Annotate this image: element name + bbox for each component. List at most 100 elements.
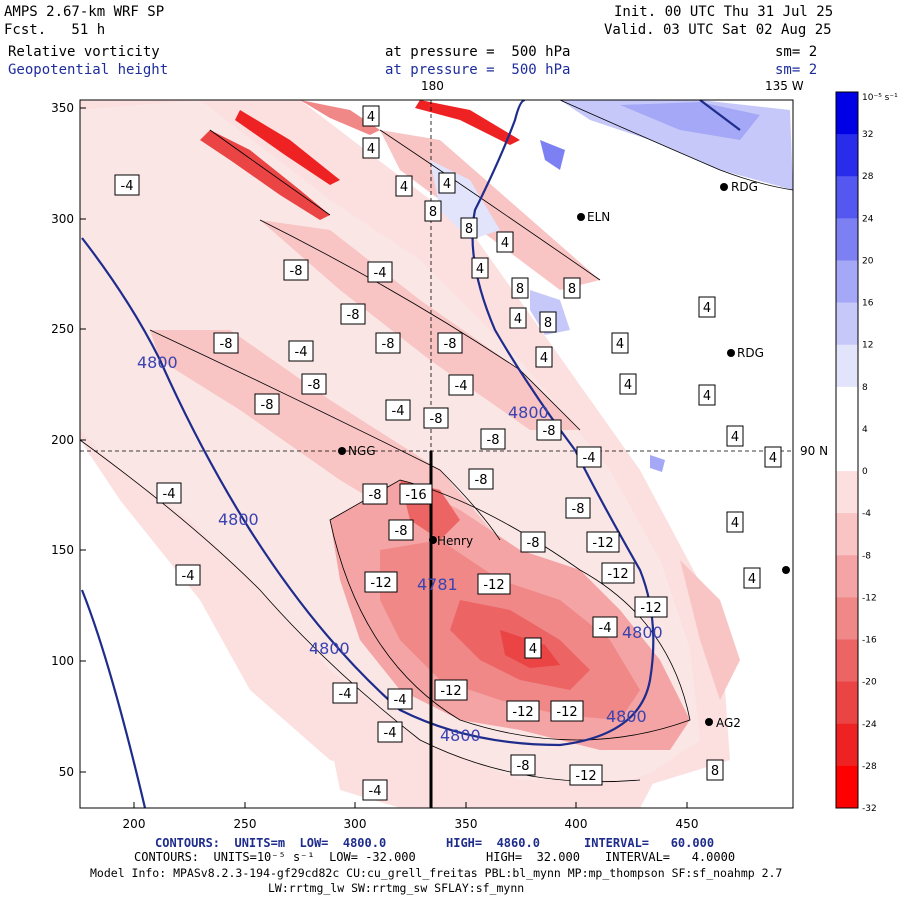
vorticity-contour-label: 4 bbox=[743, 567, 761, 589]
svg-text:4: 4 bbox=[731, 430, 739, 445]
vorticity-contour-label: -12 bbox=[586, 531, 620, 553]
model-info-2: LW:rrtmg_lw SW:rrtmg_sw SFLAY:sf_mynn bbox=[268, 881, 525, 895]
vorticity-contour-label: -4 bbox=[114, 174, 140, 196]
x-tick-marks bbox=[133, 802, 688, 808]
colorbar-swatch bbox=[836, 386, 858, 430]
svg-text:-12: -12 bbox=[556, 705, 577, 720]
colorbar-label: 0 bbox=[862, 467, 868, 477]
colorbar-label: 24 bbox=[862, 214, 874, 224]
colorbar-label: 4 bbox=[862, 425, 868, 435]
svg-text:-8: -8 bbox=[220, 337, 233, 352]
vorticity-contour-label: -12 bbox=[506, 700, 540, 722]
vorticity-contour-label: -8 bbox=[375, 332, 401, 354]
field2-name: Geopotential height bbox=[8, 62, 169, 78]
svg-text:-4: -4 bbox=[583, 451, 596, 466]
svg-text:-12: -12 bbox=[370, 576, 391, 591]
vorticity-contour-label: -8 bbox=[301, 373, 327, 395]
vorticity-contour-label: -12 bbox=[634, 596, 668, 618]
vorticity-labels: -4 -4 -4 -4 -4 -4 -4 -4 -4 -4 -4 -4 -4 -8 -8 -8 -8 -8 -8 -8… bbox=[114, 105, 782, 801]
y-tick-label: 250 bbox=[51, 322, 74, 336]
station-label: RDG bbox=[737, 346, 764, 360]
y-tick-label: 150 bbox=[51, 543, 74, 557]
forecast-hour: Fcst. 51 h bbox=[4, 22, 106, 38]
svg-text:-8: -8 bbox=[369, 488, 382, 503]
colorbar-swatch bbox=[836, 134, 858, 177]
svg-text:-8: -8 bbox=[572, 502, 585, 517]
station-label: NGG bbox=[348, 444, 376, 458]
svg-text:-4: -4 bbox=[374, 266, 387, 281]
colorbar-swatch bbox=[836, 176, 858, 219]
vorticity-contour-label: -8 bbox=[362, 483, 388, 505]
y-tick-label: 350 bbox=[51, 101, 74, 115]
vorticity-contour-label: -4 bbox=[156, 482, 182, 504]
colorbar-label: 32 bbox=[862, 130, 873, 140]
model-title: AMPS 2.67-km WRF SP bbox=[4, 4, 165, 20]
station-label: AG2 bbox=[716, 716, 741, 730]
colorbar-swatch bbox=[836, 639, 858, 683]
colorbar-swatch bbox=[836, 555, 858, 598]
vorticity-contour-label: -4 bbox=[385, 399, 411, 421]
height-label: 4800 bbox=[440, 726, 481, 745]
station-marker bbox=[782, 566, 790, 574]
colorbar-label: 28 bbox=[862, 172, 874, 182]
vorticity-contour-label: 4 bbox=[496, 231, 514, 253]
vorticity-contour-label: 4 bbox=[764, 446, 782, 468]
height-label: 4800 bbox=[218, 510, 259, 529]
svg-text:-8: -8 bbox=[487, 433, 500, 448]
svg-text:-8: -8 bbox=[347, 308, 360, 323]
field1-level: at pressure = 500 hPa bbox=[385, 44, 571, 60]
vorticity-contour-label: -4 bbox=[367, 261, 393, 283]
svg-text:4: 4 bbox=[703, 301, 711, 316]
x-tick-label: 400 bbox=[565, 817, 588, 831]
colorbar-label: -24 bbox=[862, 720, 877, 730]
colorbar-swatch bbox=[836, 513, 858, 556]
y-axis: 350 300 250 200 150 100 50 bbox=[51, 101, 74, 779]
svg-text:-8: -8 bbox=[444, 337, 457, 352]
vorticity-contour-label: 4 bbox=[698, 296, 716, 318]
svg-text:-12: -12 bbox=[440, 684, 461, 699]
svg-text:4: 4 bbox=[529, 642, 537, 657]
vorticity-contour-label: 8 bbox=[563, 277, 581, 299]
svg-text:-16: -16 bbox=[405, 488, 426, 503]
vorticity-contour-label: 8 bbox=[460, 217, 478, 239]
station-marker bbox=[705, 718, 713, 726]
valid-time: Valid. 03 UTC Sat 02 Aug 25 bbox=[604, 22, 832, 38]
svg-text:4: 4 bbox=[367, 110, 375, 125]
colorbar-swatch bbox=[836, 92, 858, 135]
x-tick-label: 350 bbox=[455, 817, 478, 831]
vorticity-contour-label: 4 bbox=[726, 425, 744, 447]
colorbar-label: 12 bbox=[862, 341, 873, 351]
vorticity-contour-label: -4 bbox=[377, 721, 403, 743]
station-label: RDG bbox=[731, 180, 758, 194]
colorbar-label: -20 bbox=[862, 678, 877, 688]
svg-text:-4: -4 bbox=[121, 179, 134, 194]
colorbar-swatch bbox=[836, 260, 858, 304]
svg-text:-12: -12 bbox=[575, 769, 596, 784]
vorticity-contour-label: -8 bbox=[423, 407, 449, 429]
vorticity-contour-label: 8 bbox=[424, 200, 442, 222]
lat-90n-label: 90 N bbox=[800, 444, 828, 458]
svg-text:-8: -8 bbox=[543, 424, 556, 439]
svg-text:8: 8 bbox=[516, 282, 524, 297]
x-tick-label: 450 bbox=[676, 817, 699, 831]
vorticity-contour-label: -4 bbox=[576, 446, 602, 468]
vorticity-contour-label: 4 bbox=[362, 105, 380, 127]
station-label: Henry bbox=[437, 534, 473, 548]
vorticity-contour-label: 4 bbox=[619, 373, 637, 395]
svg-text:-8: -8 bbox=[430, 412, 443, 427]
vorticity-contour-label: -8 bbox=[213, 332, 239, 354]
svg-text:-4: -4 bbox=[182, 569, 195, 584]
height-label: 4800 bbox=[508, 403, 549, 422]
svg-text:-8: -8 bbox=[395, 524, 408, 539]
vort-contour-info-b: HIGH= 32.000 bbox=[486, 850, 580, 864]
colorbar-swatch bbox=[836, 344, 858, 388]
init-time: Init. 00 UTC Thu 31 Jul 25 bbox=[614, 4, 834, 20]
svg-text:4: 4 bbox=[443, 177, 451, 192]
vorticity-contour-label: -12 bbox=[550, 700, 584, 722]
svg-text:-4: -4 bbox=[455, 379, 468, 394]
vorticity-contour-label: -4 bbox=[448, 374, 474, 396]
svg-text:4: 4 bbox=[476, 262, 484, 277]
colorbar-label: -16 bbox=[862, 636, 877, 646]
colorbar-swatch bbox=[836, 218, 858, 261]
svg-text:4: 4 bbox=[400, 180, 408, 195]
